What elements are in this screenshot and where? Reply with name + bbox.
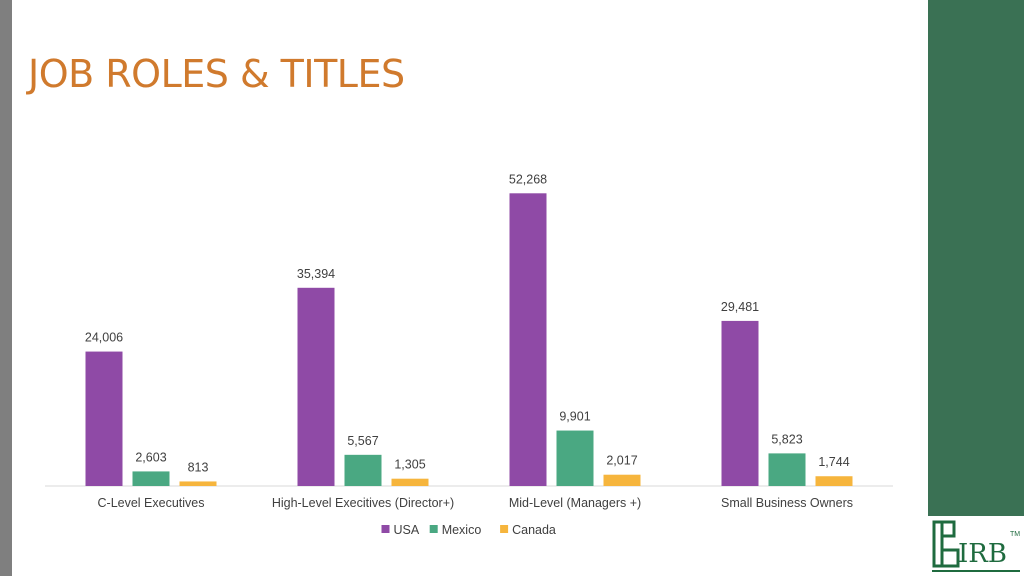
data-label: 9,901	[559, 410, 590, 424]
legend-swatch-usa	[381, 525, 390, 533]
bar-usa	[509, 193, 547, 486]
legend-label: Mexico	[442, 523, 482, 537]
bar-usa	[85, 351, 123, 486]
bar-usa	[297, 287, 335, 486]
logo-text: IRB	[958, 539, 1007, 569]
data-label: 35,394	[297, 267, 335, 281]
logo: IRB TM	[928, 516, 1024, 576]
data-label: 5,823	[771, 432, 802, 446]
bar-canada	[391, 478, 429, 486]
bar-canada	[603, 474, 641, 486]
logo-trademark: TM	[1010, 531, 1020, 538]
bar-canada	[179, 481, 217, 486]
bar-usa	[721, 320, 759, 486]
bar-mexico	[344, 454, 382, 486]
legend-swatch-mexico	[429, 525, 438, 533]
bar-mexico	[132, 471, 170, 486]
category-label: Small Business Owners	[721, 496, 853, 510]
data-label: 1,305	[394, 458, 425, 472]
data-label: 1,744	[818, 455, 849, 469]
legend-swatch-canada	[500, 525, 509, 533]
bar-mexico	[768, 453, 806, 486]
data-label: 5,567	[347, 434, 378, 448]
side-panel	[928, 0, 1024, 576]
category-label: C-Level Executives	[98, 496, 205, 510]
data-label: 29,481	[721, 300, 759, 314]
data-label: 52,268	[509, 172, 547, 186]
bar-chart: 24,006 2,603 813 C-Level Executives 35,394 5,…	[45, 172, 893, 537]
left-edge-strip	[0, 0, 12, 576]
bar-mexico	[556, 430, 594, 486]
data-label: 813	[188, 460, 209, 474]
bar-canada	[815, 476, 853, 486]
data-label: 2,017	[606, 454, 637, 468]
slide-title: JOB ROLES & TITLES	[28, 52, 405, 96]
category-label: High-Level Execitives (Director+)	[272, 496, 454, 510]
irb-logo-icon: IRB TM	[932, 520, 1020, 572]
legend-label: USA	[394, 523, 420, 537]
data-label: 2,603	[135, 450, 166, 464]
legend-label: Canada	[512, 523, 556, 537]
data-label: 24,006	[85, 331, 123, 345]
category-label: Mid-Level (Managers +)	[509, 496, 641, 510]
